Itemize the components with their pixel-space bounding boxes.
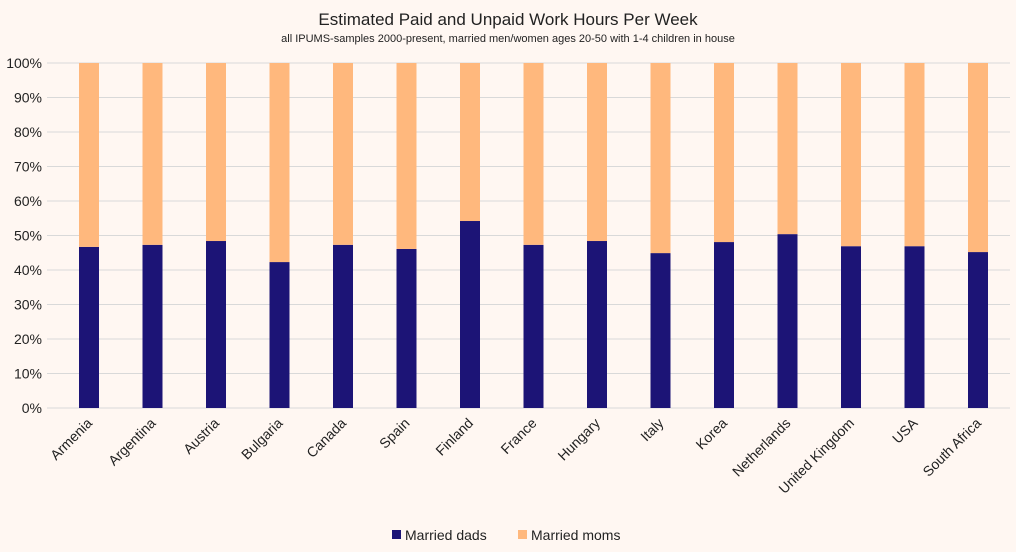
bar-married-dads (523, 244, 544, 408)
bar-married-dads (79, 246, 99, 408)
x-tick-label: Canada (303, 415, 349, 461)
bar-married-moms (142, 63, 163, 245)
x-tick-label: Bulgaria (238, 415, 286, 463)
bar-married-moms (523, 63, 544, 245)
bar-married-dads (333, 244, 353, 408)
bar-married-moms (968, 63, 988, 253)
x-tick-label: Spain (376, 415, 413, 452)
bar-married-dads (714, 242, 734, 408)
bar-married-dads (396, 248, 417, 408)
bar-married-dads (587, 241, 607, 408)
y-tick-label: 60% (14, 193, 42, 209)
y-tick-label: 20% (14, 331, 42, 347)
x-tick-label: Finland (432, 415, 476, 459)
bar-married-moms (904, 63, 925, 247)
bar-married-moms (460, 63, 480, 222)
chart-title: Estimated Paid and Unpaid Work Hours Per… (318, 10, 698, 29)
bar-married-moms (650, 63, 671, 254)
bar-married-moms (841, 63, 861, 247)
x-tick-label: Hungary (554, 415, 603, 464)
x-tick-label: Argentina (105, 415, 159, 469)
x-tick-label: Austria (180, 415, 222, 457)
x-tick-label: France (497, 415, 539, 457)
y-tick-label: 0% (22, 400, 42, 416)
bar-married-dads (650, 253, 671, 408)
bar-married-moms (587, 63, 607, 242)
y-tick-label: 70% (14, 159, 42, 175)
bar-married-moms (777, 63, 798, 235)
bar-married-dads (206, 241, 226, 408)
legend-swatch (392, 530, 401, 539)
bar-married-moms (714, 63, 734, 243)
bar-married-dads (269, 262, 290, 408)
bar-married-moms (396, 63, 417, 249)
y-tick-label: 80% (14, 124, 42, 140)
legend-label: Married moms (531, 527, 620, 543)
y-tick-label: 90% (14, 90, 42, 106)
y-tick-label: 40% (14, 262, 42, 278)
bar-married-dads (841, 246, 861, 408)
x-tick-label: Armenia (47, 415, 95, 463)
bar-married-moms (206, 63, 226, 242)
y-tick-label: 50% (14, 228, 42, 244)
x-tick-label: USA (889, 414, 921, 446)
x-tick-label: Netherlands (729, 415, 794, 480)
bar-married-dads (460, 221, 480, 408)
y-tick-label: 30% (14, 297, 42, 313)
bar-married-moms (269, 63, 290, 263)
x-tick-label: Korea (692, 415, 730, 453)
y-tick-label: 10% (14, 366, 42, 382)
bar-married-moms (79, 63, 99, 247)
bar-married-dads (904, 246, 925, 408)
y-tick-label: 100% (6, 55, 42, 71)
bar-married-dads (142, 244, 163, 408)
chart-subtitle: all IPUMS-samples 2000-present, married … (281, 33, 735, 45)
bar-married-moms (333, 63, 353, 245)
legend-swatch (518, 530, 527, 539)
x-tick-label: South Africa (919, 415, 984, 480)
legend-label: Married dads (405, 527, 487, 543)
bar-married-dads (968, 252, 988, 408)
bar-married-dads (777, 234, 798, 408)
x-tick-label: Italy (637, 415, 666, 444)
